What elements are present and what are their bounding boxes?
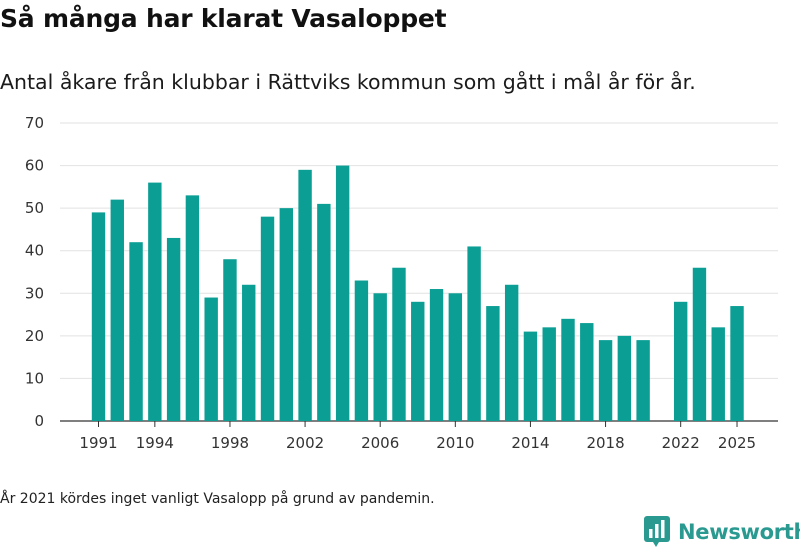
x-tick-label: 1991 [79, 434, 117, 452]
bar-2015[interactable] [542, 327, 556, 421]
y-tick-label: 50 [25, 199, 44, 217]
y-tick-label: 10 [25, 369, 44, 387]
bars [91, 165, 744, 421]
y-axis-labels: 0 10 20 30 40 50 60 70 [25, 114, 44, 430]
bar-2007[interactable] [392, 267, 406, 421]
bar-2010[interactable] [448, 293, 463, 421]
y-tick-label: 40 [25, 242, 44, 260]
bar-2009[interactable] [429, 289, 444, 421]
bar-1993[interactable] [129, 242, 143, 421]
bar-1998[interactable] [223, 259, 237, 421]
bar-2005[interactable] [354, 280, 369, 421]
footnote: År 2021 kördes inget vanligt Vasalopp på… [0, 491, 435, 507]
bar-2002[interactable] [298, 169, 312, 421]
bar-2017[interactable] [580, 323, 594, 421]
y-tick-label: 70 [25, 114, 44, 132]
y-tick-label: 0 [34, 412, 44, 430]
bar-1997[interactable] [204, 297, 218, 421]
x-tick-label: 1994 [136, 434, 174, 452]
x-tick-label: 2002 [286, 434, 324, 452]
bar-2001[interactable] [279, 208, 293, 421]
bar-1991[interactable] [91, 212, 106, 421]
x-axis-labels: 1991 1994 1998 2002 2006 2010 2014 2018 2022 2025 [79, 421, 756, 452]
newsworthy-brand[interactable]: Newsworthy [644, 516, 800, 548]
bar-2020[interactable] [636, 340, 650, 421]
bar-2024[interactable] [711, 327, 725, 421]
x-tick-label: 2010 [436, 434, 474, 452]
brand-name: Newsworthy [678, 520, 800, 544]
bar-2004[interactable] [335, 165, 350, 421]
chart-title: Så många har klarat Vasaloppet [0, 4, 447, 33]
x-tick-label: 2018 [586, 434, 624, 452]
x-tick-label: 1998 [211, 434, 249, 452]
x-tick-label: 2006 [361, 434, 399, 452]
bar-2012[interactable] [486, 306, 500, 421]
y-tick-label: 20 [25, 327, 44, 345]
bar-1995[interactable] [166, 237, 181, 421]
bar-2025[interactable] [730, 306, 744, 421]
bar-2019[interactable] [617, 335, 632, 421]
y-tick-label: 30 [25, 284, 44, 302]
bar-2008[interactable] [411, 301, 425, 421]
x-tick-label: 2022 [662, 434, 700, 452]
bar-2014[interactable] [523, 331, 538, 421]
bar-2022[interactable] [673, 301, 688, 421]
bar-2018[interactable] [598, 340, 613, 421]
bar-2016[interactable] [561, 318, 575, 421]
bar-1999[interactable] [242, 284, 256, 421]
y-tick-label: 60 [25, 157, 44, 175]
bar-2003[interactable] [317, 203, 331, 421]
x-tick-label: 2014 [511, 434, 549, 452]
newsworthy-logo-icon [644, 516, 670, 547]
bar-2013[interactable] [504, 284, 519, 421]
bar-2006[interactable] [373, 293, 387, 421]
bar-1996[interactable] [185, 195, 200, 421]
bar-2000[interactable] [260, 216, 275, 421]
bar-1992[interactable] [110, 199, 124, 421]
bar-chart: 0 10 20 30 40 50 60 70 1991 1994 1998 2002 2006 2010… [25, 114, 778, 452]
bar-2023[interactable] [692, 267, 707, 421]
chart-subtitle: Antal åkare från klubbar i Rättviks komm… [0, 70, 696, 94]
bar-2011[interactable] [467, 246, 481, 421]
bar-1994[interactable] [148, 182, 162, 421]
x-tick-label: 2025 [718, 434, 756, 452]
